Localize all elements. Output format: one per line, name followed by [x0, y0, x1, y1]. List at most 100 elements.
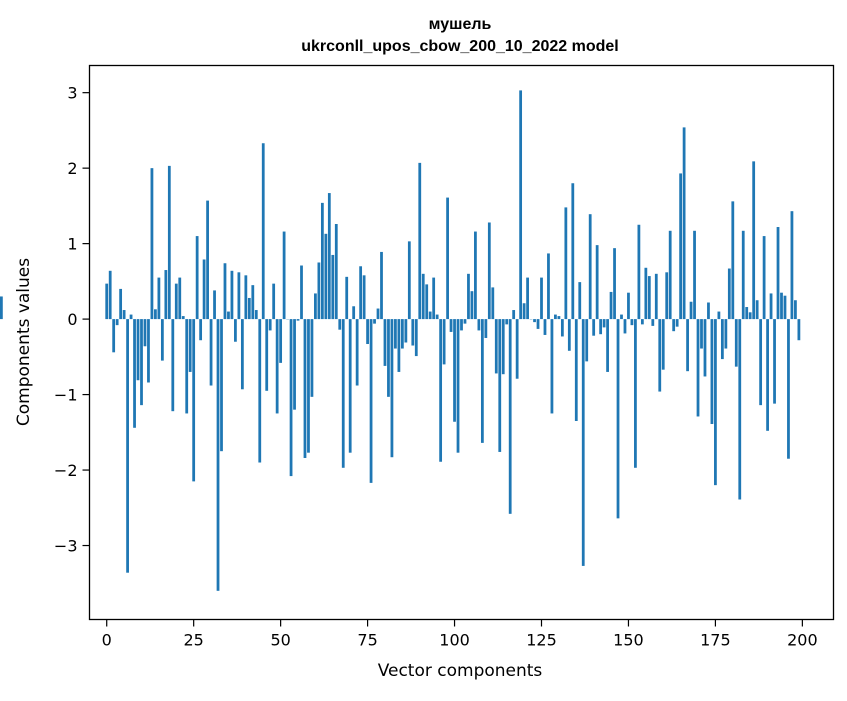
- bar-component-30: [210, 319, 213, 385]
- bar-component-27: [199, 319, 202, 340]
- bar-component-undefined: [0, 296, 3, 319]
- bar-component-59: [311, 319, 314, 397]
- bar-component-150: [627, 293, 630, 319]
- y-tick-label: −3: [54, 537, 78, 556]
- bar-component-85: [401, 319, 404, 348]
- bar-component-194: [780, 293, 783, 319]
- bar-component-170: [697, 319, 700, 416]
- bar-component-14: [154, 309, 157, 319]
- bar-component-70: [349, 319, 352, 453]
- bar-component-191: [770, 293, 773, 319]
- bar-component-48: [272, 284, 275, 319]
- bar-component-102: [460, 319, 463, 330]
- bar-component-175: [714, 319, 717, 485]
- bar-component-58: [307, 319, 310, 453]
- bar-component-151: [631, 319, 634, 325]
- bar-component-16: [161, 319, 164, 361]
- bar-component-29: [206, 201, 209, 320]
- bar-component-129: [554, 315, 557, 320]
- bar-component-178: [724, 319, 727, 348]
- bar-component-0: [105, 284, 108, 319]
- bar-component-127: [547, 253, 550, 319]
- bar-component-143: [603, 319, 606, 327]
- bar-component-149: [624, 319, 627, 333]
- bar-component-182: [738, 319, 741, 499]
- bar-component-176: [718, 312, 721, 320]
- bar-component-132: [564, 207, 567, 319]
- bar-component-131: [561, 319, 564, 336]
- bar-component-101: [457, 319, 460, 453]
- y-tick-label: 2: [67, 159, 77, 178]
- bar-component-189: [763, 236, 766, 319]
- y-tick-label: −1: [54, 386, 78, 405]
- bar-component-107: [478, 319, 481, 330]
- y-tick-label: 3: [67, 84, 77, 103]
- bar-component-108: [481, 319, 484, 443]
- bar-component-26: [196, 236, 199, 319]
- bar-component-100: [453, 319, 456, 422]
- bar-component-56: [300, 266, 303, 320]
- bar-component-134: [571, 183, 574, 319]
- bar-component-177: [721, 319, 724, 359]
- bar-component-180: [731, 201, 734, 319]
- bar-component-123: [533, 319, 536, 322]
- bar-component-152: [634, 319, 637, 468]
- bar-component-28: [203, 259, 206, 319]
- bar-component-82: [391, 319, 394, 457]
- bar-component-17: [164, 270, 167, 319]
- bar-component-184: [745, 307, 748, 319]
- bar-component-96: [439, 319, 442, 462]
- bar-component-20: [175, 284, 178, 319]
- bar-component-74: [363, 275, 366, 319]
- bar-component-197: [791, 211, 794, 319]
- bar-group: [0, 90, 800, 590]
- bar-component-138: [585, 319, 588, 361]
- bar-component-62: [321, 203, 324, 319]
- bar-component-115: [505, 319, 508, 324]
- bar-component-80: [384, 319, 387, 366]
- bar-component-89: [415, 319, 418, 356]
- bar-component-153: [638, 225, 641, 319]
- bar-component-35: [227, 312, 230, 320]
- bar-component-57: [304, 319, 307, 458]
- bar-component-3: [116, 319, 119, 325]
- bar-component-90: [418, 163, 421, 319]
- bar-component-139: [589, 214, 592, 319]
- bar-component-124: [537, 319, 540, 329]
- bar-component-8: [133, 319, 136, 428]
- y-tick-label: 0: [67, 310, 77, 329]
- bar-component-148: [620, 315, 623, 320]
- bar-component-160: [662, 319, 665, 370]
- bar-component-104: [467, 274, 470, 319]
- bar-component-158: [655, 274, 658, 319]
- bar-component-37: [234, 319, 237, 342]
- bar-component-63: [324, 234, 327, 319]
- bar-component-174: [711, 319, 714, 424]
- bar-component-2: [112, 319, 115, 352]
- x-tick-label: 100: [439, 631, 470, 650]
- bar-component-36: [231, 271, 234, 319]
- bar-component-21: [178, 278, 181, 320]
- chart-title-line-1: мушель: [429, 16, 492, 33]
- bar-component-188: [759, 319, 762, 405]
- bar-component-60: [314, 293, 317, 319]
- bar-component-12: [147, 319, 150, 382]
- bar-component-126: [544, 319, 547, 335]
- bar-component-51: [283, 232, 286, 320]
- bar-component-75: [366, 319, 369, 344]
- bar-component-144: [606, 319, 609, 372]
- bar-component-71: [352, 306, 355, 319]
- bar-component-87: [408, 241, 411, 319]
- bar-component-171: [700, 319, 703, 348]
- x-tick-label: 75: [357, 631, 377, 650]
- bar-component-18: [168, 166, 171, 319]
- bar-component-166: [683, 127, 686, 319]
- bar-component-154: [641, 319, 644, 324]
- bar-component-133: [568, 319, 571, 351]
- bar-component-94: [432, 278, 435, 320]
- bar-component-181: [735, 319, 738, 367]
- bar-component-106: [474, 232, 477, 320]
- bar-component-141: [596, 245, 599, 319]
